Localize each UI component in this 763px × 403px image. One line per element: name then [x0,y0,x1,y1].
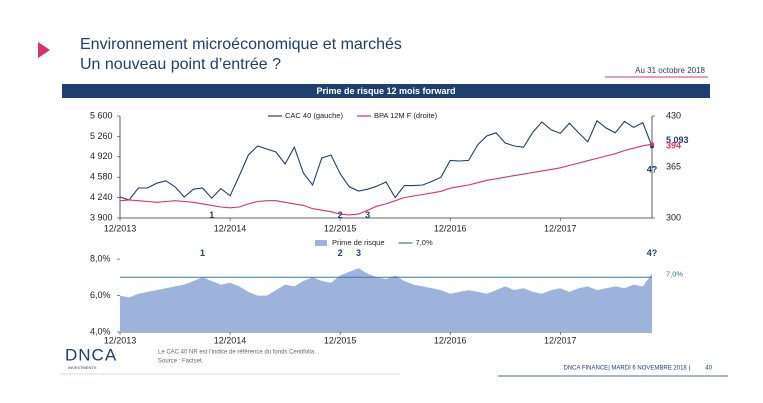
line [119,143,653,216]
bullet [38,42,50,58]
annotation: 4? [647,164,658,174]
end-label: 394 [666,141,681,151]
y-tick-label: 4 920 [90,151,113,161]
x-tick-label: 12/2016 [434,223,467,233]
annotation: 4? [647,248,658,258]
logo-sub: INVESTMENTS [68,365,97,370]
x-tick-label: 12/2013 [104,223,137,233]
x-tick-label: 12/2017 [544,335,577,345]
y2-tick-label: 365 [666,161,681,171]
x-tick-label: 12/2016 [434,335,467,345]
legend-label: CAC 40 (gauche) [285,111,343,120]
annotation: 1 [209,210,214,220]
annotation: 3 [365,210,370,220]
banner [62,84,710,98]
footer-text: DNCA FINANCE| MARDI 6 NOVEMBRE 2018 | [564,366,691,372]
annotation: 1 [200,248,205,258]
y-tick-label: 8,0% [90,253,111,263]
x-tick-label: 12/2013 [104,335,137,345]
y-tick-label: 6,0% [90,290,111,300]
source: Source : Factset. [158,359,204,365]
legend-label: Prime de risque [332,238,385,247]
annotation: 2 [338,248,343,258]
title: Environnement microéconomique et marchés [80,36,402,53]
logo: DNCA [65,345,117,364]
area [120,268,652,332]
x-tick-label: 12/2015 [324,223,357,233]
banner-text: Prime de risque 12 mois forward [316,86,455,96]
x-tick-label: 12/2015 [324,335,357,345]
y-tick-label: 5 600 [90,110,113,120]
y2-tick-label: 300 [666,212,681,222]
date: Au 31 octobre 2018 [635,66,705,75]
page-number: 40 [705,366,712,372]
end-point [650,142,654,147]
x-tick-label: 12/2017 [544,223,577,233]
y-tick-label: 3 900 [90,212,113,222]
legend-label: 7,0% [416,238,433,247]
y2-tick-label: 430 [666,110,681,120]
y-tick-label: 4,0% [90,326,111,336]
ref-label: 7,0% [666,269,683,278]
end-label: 5 093 [666,135,689,145]
y-tick-label: 4 580 [90,172,113,182]
legend-label: BPA 12M F (droite) [374,111,438,120]
y-tick-label: 4 240 [90,192,113,202]
line [119,119,653,201]
title: Un nouveau point d’entrée ? [80,56,281,73]
legend-swatch [315,240,327,246]
x-tick-label: 12/2014 [214,223,247,233]
annotation: 2 [338,210,343,220]
annotation: 3 [356,248,361,258]
y-tick-label: 5 260 [90,131,113,141]
note: Le CAC 40 NR est l’indice de référence d… [158,350,316,356]
x-tick-label: 12/2014 [214,335,247,345]
